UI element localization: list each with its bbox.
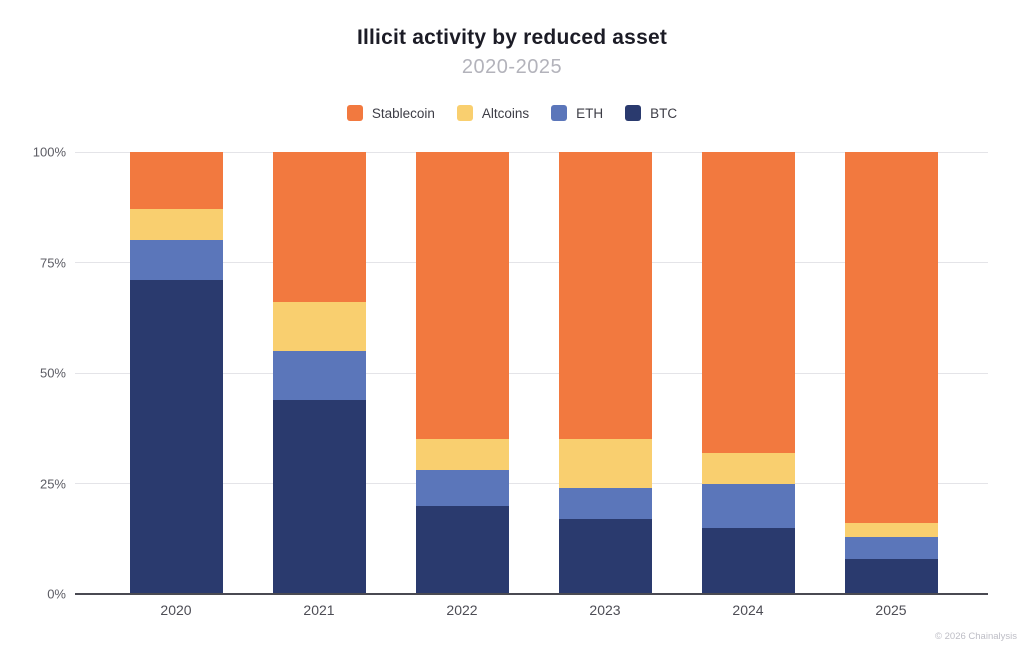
- bar-segment-2023-stablecoin: [558, 152, 652, 440]
- bar-2021: [272, 152, 366, 594]
- bar-segment-2025-stablecoin: [844, 152, 938, 524]
- legend-item-altcoins: Altcoins: [456, 105, 530, 121]
- legend: Stablecoin Altcoins ETH BTC: [0, 105, 1024, 121]
- bar-segment-2021-altcoins: [272, 302, 366, 351]
- legend-item-stablecoin: Stablecoin: [346, 105, 435, 121]
- bar-segment-2023-btc: [558, 518, 652, 594]
- bar-segment-2022-eth: [415, 470, 509, 506]
- legend-swatch-btc-icon: [625, 105, 642, 121]
- x-tick-label-2021: 2021: [303, 602, 335, 618]
- bar-segment-2020-btc: [129, 280, 223, 594]
- bar-segment-2023-altcoins: [558, 439, 652, 488]
- bar-segment-2025-btc: [844, 558, 938, 594]
- bar-segment-2022-altcoins: [415, 439, 509, 471]
- y-tick-label-0: 0%: [47, 586, 66, 602]
- legend-label-btc: BTC: [650, 105, 678, 121]
- gridline-75: [75, 262, 988, 263]
- bar-segment-2024-btc: [701, 527, 795, 594]
- x-tick-label-2024: 2024: [732, 602, 764, 618]
- bar-segment-2020-eth: [129, 240, 223, 281]
- y-tick-label-100: 100%: [32, 144, 66, 160]
- bar-2023: [558, 152, 652, 594]
- copyright-text: © 2026 Chainalysis: [935, 631, 1017, 642]
- y-tick-label-25: 25%: [39, 476, 66, 491]
- bar-2020: [129, 152, 223, 594]
- legend-swatch-stablecoin-icon: [346, 105, 363, 121]
- gridline-50: [75, 372, 988, 374]
- bar-segment-2024-eth: [701, 483, 795, 528]
- legend-swatch-eth-icon: [551, 105, 568, 121]
- bar-segment-2024-altcoins: [701, 452, 795, 484]
- bar-segment-2021-btc: [272, 399, 366, 594]
- legend-label-eth: ETH: [576, 105, 604, 121]
- chart-title: Illicit activity by reduced asset: [356, 26, 668, 49]
- y-tick-label-75: 75%: [39, 255, 66, 270]
- x-axis-line: [75, 593, 988, 595]
- gridline-100: [75, 151, 988, 153]
- bar-2024: [701, 152, 795, 594]
- legend-label-altcoins: Altcoins: [481, 105, 530, 121]
- x-tick-label-2022: 2022: [446, 602, 478, 618]
- x-tick-label-2023: 2023: [589, 602, 621, 618]
- bar-segment-2022-btc: [415, 505, 509, 594]
- bar-segment-2020-stablecoin: [129, 152, 223, 210]
- bar-segment-2021-stablecoin: [272, 152, 366, 303]
- bar-segment-2022-stablecoin: [415, 152, 509, 440]
- bar-2022: [415, 152, 509, 594]
- bar-segment-2025-eth: [844, 536, 938, 559]
- chart-subtitle: 2020-2025: [461, 56, 563, 78]
- legend-item-btc: BTC: [625, 105, 677, 121]
- legend-label-stablecoin: Stablecoin: [371, 105, 435, 121]
- bar-2025: [844, 152, 938, 594]
- plot-area: [75, 151, 988, 595]
- bar-segment-2021-eth: [272, 350, 366, 400]
- bar-segment-2025-altcoins: [844, 523, 938, 537]
- legend-swatch-altcoins-icon: [456, 105, 473, 121]
- legend-item-eth: ETH: [551, 105, 603, 121]
- x-tick-label-2025: 2025: [875, 602, 907, 618]
- bar-segment-2023-eth: [558, 487, 652, 519]
- bar-segment-2020-altcoins: [129, 209, 223, 241]
- y-tick-label-50: 50%: [39, 365, 66, 381]
- x-tick-label-2020: 2020: [160, 602, 192, 618]
- bar-segment-2024-stablecoin: [701, 152, 795, 453]
- gridline-25: [75, 483, 988, 484]
